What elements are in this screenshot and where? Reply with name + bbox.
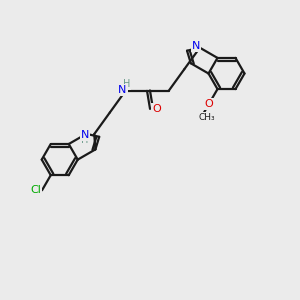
Text: CH₃: CH₃ bbox=[198, 113, 215, 122]
Text: O: O bbox=[204, 99, 213, 109]
Text: N: N bbox=[192, 41, 200, 51]
Text: H: H bbox=[81, 135, 88, 146]
Text: O: O bbox=[152, 104, 161, 114]
Text: Cl: Cl bbox=[30, 185, 41, 195]
Text: N: N bbox=[118, 85, 127, 95]
Text: N: N bbox=[81, 130, 89, 140]
Text: H: H bbox=[123, 79, 130, 89]
